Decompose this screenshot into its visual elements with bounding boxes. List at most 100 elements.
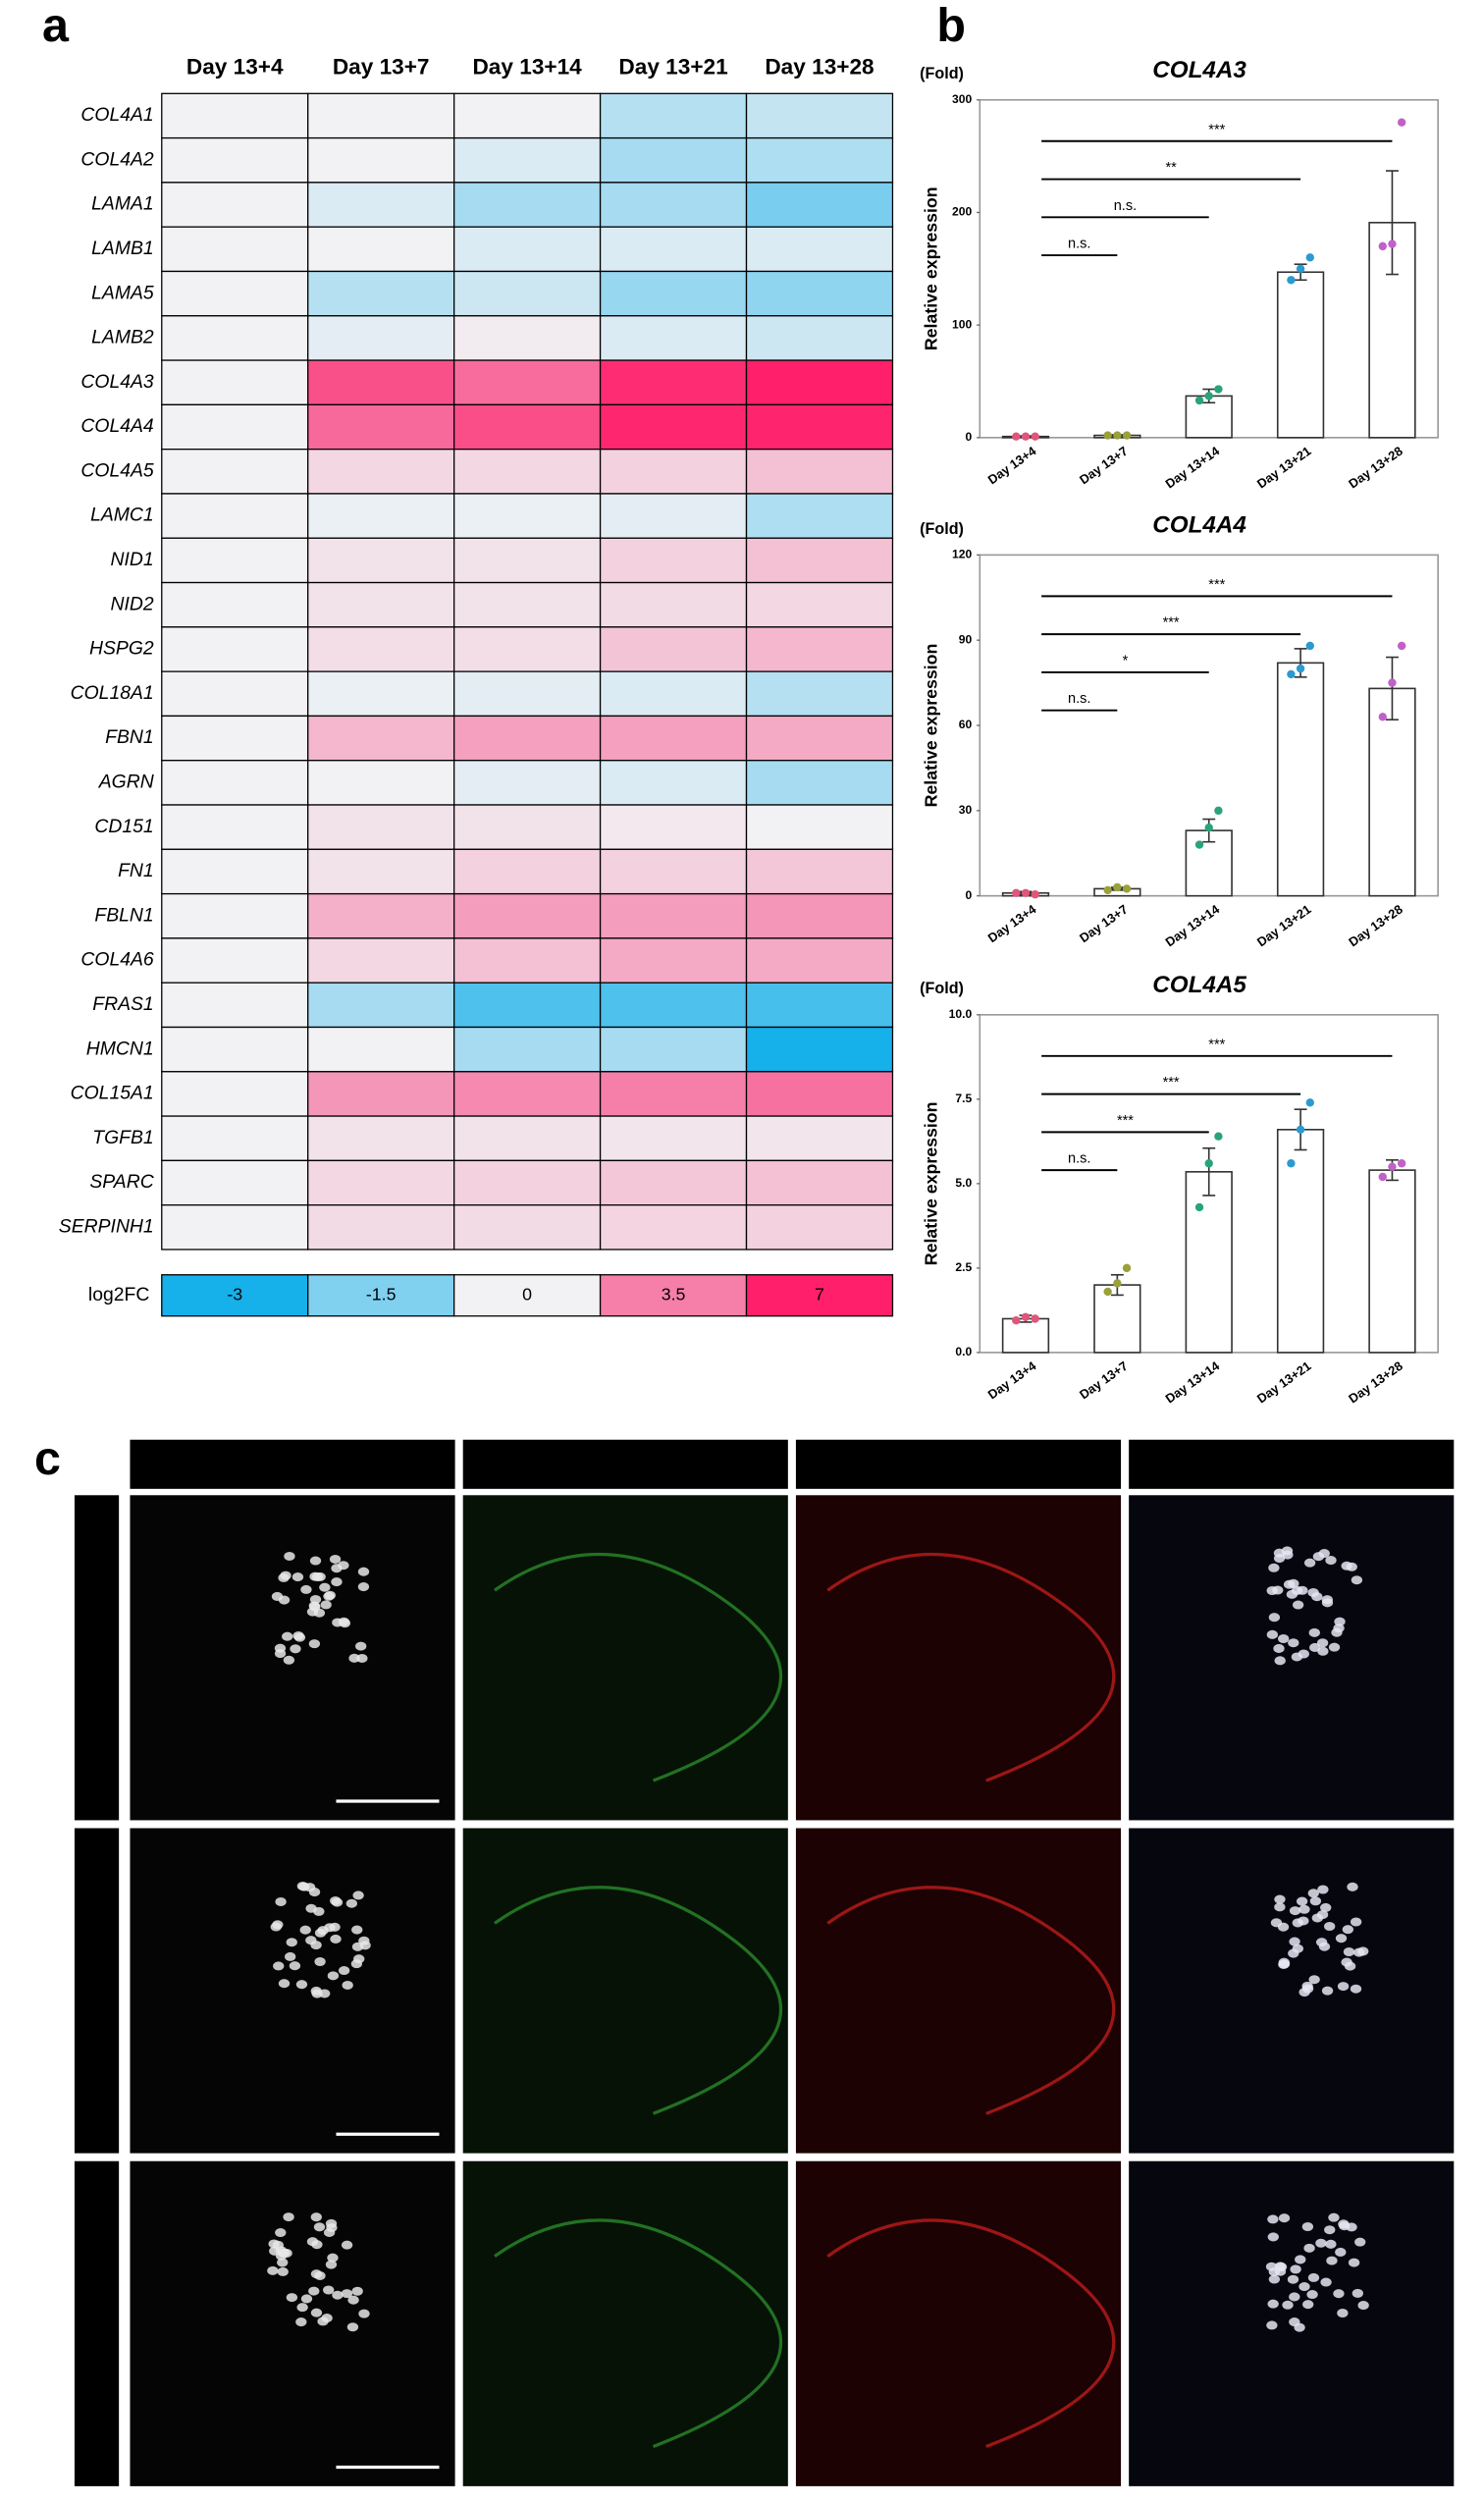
heatmap-cell bbox=[745, 804, 894, 850]
heatmap-cell bbox=[745, 403, 894, 451]
heatmap-cell bbox=[453, 1026, 602, 1073]
heatmap-cell bbox=[745, 715, 894, 762]
data-point bbox=[1204, 824, 1213, 832]
nucleus bbox=[1308, 1975, 1320, 1985]
row-label: FRAS1 bbox=[92, 993, 153, 1015]
x-tick-label: Day 13+7 bbox=[1077, 1358, 1131, 1403]
row-label: HSPG2 bbox=[89, 638, 154, 660]
heatmap-cell bbox=[453, 937, 602, 984]
bar bbox=[1368, 687, 1416, 897]
nucleus bbox=[345, 1898, 357, 1908]
nucleus bbox=[1333, 2289, 1345, 2299]
data-point bbox=[1296, 1125, 1305, 1135]
nucleus bbox=[1343, 1946, 1355, 1957]
nucleus bbox=[332, 2290, 344, 2300]
data-point bbox=[1031, 432, 1039, 441]
nucleus bbox=[1274, 1902, 1286, 1912]
membrane bbox=[494, 1552, 783, 1783]
y-tick-label: 5.0 bbox=[955, 1176, 972, 1190]
heatmap-cell bbox=[599, 760, 748, 806]
nucleus bbox=[323, 2285, 335, 2295]
heatmap-cell bbox=[745, 136, 894, 184]
data-point bbox=[1388, 1162, 1397, 1171]
nucleus bbox=[1289, 1906, 1301, 1916]
nucleus bbox=[1357, 1946, 1369, 1956]
nucleus bbox=[1325, 1556, 1337, 1566]
data-point bbox=[1397, 118, 1406, 127]
nucleus bbox=[1288, 1638, 1299, 1648]
data-point bbox=[1378, 713, 1387, 721]
nucleus bbox=[1325, 2239, 1337, 2249]
panel-label: c bbox=[34, 1432, 61, 1485]
heatmap-cell bbox=[161, 1026, 309, 1073]
nucleus bbox=[283, 2212, 294, 2222]
heatmap-cell bbox=[161, 403, 309, 451]
heatmap-cell bbox=[307, 804, 455, 850]
row-label: SERPINH1 bbox=[59, 1215, 154, 1237]
heatmap-cell bbox=[599, 493, 748, 539]
nucleus bbox=[325, 2260, 338, 2269]
heatmap-cell bbox=[307, 92, 455, 139]
data-point bbox=[1194, 840, 1204, 849]
heatmap-cell bbox=[745, 315, 894, 361]
row-label: COL4A3 bbox=[80, 371, 154, 393]
nucleus bbox=[1321, 1598, 1334, 1608]
heatmap-cell bbox=[307, 449, 455, 495]
data-point bbox=[1113, 431, 1122, 440]
nucleus bbox=[1342, 1925, 1353, 1935]
heatmap-cell bbox=[453, 760, 602, 806]
nucleus bbox=[310, 1941, 322, 1950]
nucleus bbox=[274, 1649, 287, 1659]
nucleus bbox=[319, 1582, 331, 1592]
x-tick-label: Day 13+28 bbox=[1346, 444, 1405, 492]
nucleus bbox=[1344, 1961, 1356, 1971]
y-tick-label: 60 bbox=[959, 718, 973, 731]
row-header-box bbox=[74, 2160, 120, 2486]
heatmap-cell bbox=[161, 1204, 309, 1251]
colorbar-tick-label: 7 bbox=[815, 1284, 824, 1304]
nucleus bbox=[338, 1965, 350, 1976]
nucleus bbox=[290, 1644, 301, 1654]
heatmap-cell bbox=[453, 848, 602, 895]
heatmap-cell bbox=[453, 182, 602, 228]
row-label: LAMA1 bbox=[91, 193, 154, 215]
error-bar bbox=[1385, 170, 1399, 276]
column-label: Day 13+28 bbox=[765, 54, 874, 79]
heatmap-cell bbox=[453, 315, 602, 361]
x-tick-label: Day 13+7 bbox=[1077, 444, 1131, 488]
nucleus bbox=[325, 2218, 338, 2228]
heatmap-cell bbox=[453, 537, 602, 584]
nucleus bbox=[1324, 1921, 1336, 1932]
data-point bbox=[1214, 385, 1223, 394]
data-point bbox=[1296, 664, 1305, 673]
data-point bbox=[1103, 885, 1112, 895]
row-label: FN1 bbox=[118, 860, 154, 881]
y-tick-label: 100 bbox=[952, 317, 972, 331]
membrane bbox=[826, 1552, 1116, 1783]
membrane bbox=[494, 1886, 783, 2115]
data-point bbox=[1122, 431, 1132, 440]
data-point bbox=[1287, 276, 1296, 285]
significance-label: ** bbox=[1165, 160, 1177, 176]
column-header: α2(IV) bbox=[915, 1445, 1002, 1480]
heatmap-cell bbox=[307, 537, 455, 584]
significance-label: *** bbox=[1208, 577, 1225, 593]
heatmap-cell bbox=[161, 1071, 309, 1117]
nucleus bbox=[282, 1631, 293, 1641]
nucleus bbox=[1291, 1585, 1303, 1595]
row-label: SPARC bbox=[89, 1171, 154, 1193]
heatmap-cell bbox=[307, 359, 455, 406]
nucleus bbox=[289, 1961, 301, 1971]
heatmap-cell bbox=[453, 226, 602, 273]
significance-label: *** bbox=[1208, 1037, 1225, 1052]
heatmap-cell bbox=[307, 1026, 455, 1073]
nucleus bbox=[272, 2240, 285, 2250]
y-tick-label: 300 bbox=[952, 92, 972, 106]
nucleus bbox=[1328, 1642, 1341, 1652]
nucleus bbox=[296, 2303, 308, 2313]
y-tick-label: 0.0 bbox=[955, 1345, 972, 1358]
nucleus bbox=[1266, 2320, 1278, 2330]
data-point bbox=[1194, 1202, 1204, 1212]
heatmap-cell bbox=[745, 270, 894, 317]
data-point bbox=[1122, 884, 1132, 893]
